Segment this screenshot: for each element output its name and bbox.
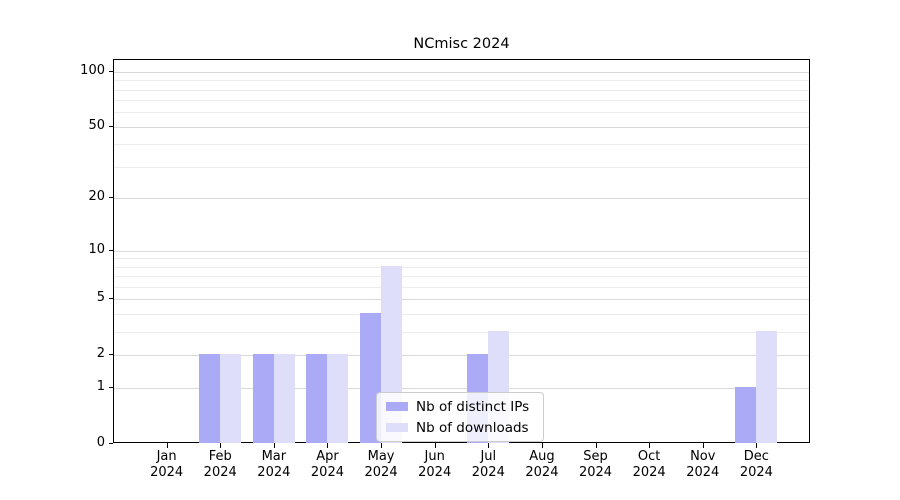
bar-distinct-ips — [360, 313, 382, 443]
x-axis-tick-label: Sep 2024 — [578, 449, 613, 480]
bar-downloads — [220, 354, 242, 443]
legend-item-downloads: Nb of downloads — [386, 419, 534, 436]
bar-distinct-ips — [199, 354, 221, 443]
gridline-minor — [114, 287, 809, 289]
gridline-minor — [114, 258, 809, 260]
legend-swatch-distinct-ips — [386, 402, 408, 411]
legend-label: Nb of downloads — [416, 419, 529, 436]
y-axis-tick-label: 2 — [96, 346, 105, 362]
gridline-minor — [114, 112, 809, 114]
legend-swatch-downloads — [386, 423, 408, 432]
gridline-minor — [114, 266, 809, 268]
y-axis-tick-label: 10 — [88, 241, 105, 257]
y-axis-tick — [109, 387, 113, 389]
x-axis-tick-label: Aug 2024 — [525, 449, 559, 480]
y-axis-tick — [109, 443, 113, 444]
gridline-major — [114, 198, 809, 200]
x-axis-tick — [327, 443, 329, 448]
bar-distinct-ips — [735, 387, 757, 443]
x-axis-tick — [434, 443, 436, 448]
x-axis-tick — [166, 443, 168, 448]
x-axis-tick — [702, 443, 704, 448]
gridline-minor — [114, 100, 809, 102]
y-axis-tick — [109, 197, 113, 199]
gridline-minor — [114, 332, 809, 334]
bar-downloads — [327, 354, 349, 443]
y-axis-tick-label: 1 — [96, 379, 105, 395]
gridline-major — [114, 388, 809, 390]
x-axis-tick — [273, 443, 275, 448]
bar-distinct-ips — [252, 354, 274, 443]
x-axis-tick — [488, 443, 490, 448]
legend-label: Nb of distinct IPs — [416, 398, 530, 415]
x-axis-tick-label: Mar 2024 — [257, 449, 291, 480]
y-axis-tick — [109, 298, 113, 300]
bar-downloads — [273, 354, 295, 443]
y-axis-tick — [109, 70, 113, 72]
gridline-major — [114, 250, 809, 252]
x-axis-tick-label: Nov 2024 — [686, 449, 720, 480]
y-axis-tick — [109, 125, 113, 127]
x-axis-tick-label: Apr 2024 — [310, 449, 344, 480]
gridline-minor — [114, 144, 809, 146]
bar-downloads — [756, 331, 778, 443]
y-axis-tick-label: 20 — [88, 189, 105, 205]
plot-area — [113, 59, 810, 443]
x-axis-tick-label: May 2024 — [364, 449, 398, 480]
x-axis-tick — [756, 443, 758, 448]
x-axis-tick — [220, 443, 222, 448]
y-axis-tick-label: 50 — [88, 117, 105, 133]
x-axis-tick-label: Oct 2024 — [632, 449, 666, 480]
gridline-major — [114, 355, 809, 357]
gridline-minor — [114, 80, 809, 82]
legend: Nb of distinct IPs Nb of downloads — [376, 392, 544, 442]
gridline-minor — [114, 314, 809, 316]
x-axis-tick-label: Jul 2024 — [471, 449, 505, 480]
y-axis-tick — [109, 249, 113, 251]
y-axis-tick — [109, 354, 113, 356]
x-axis-tick — [595, 443, 597, 448]
gridline-major — [114, 126, 809, 128]
x-axis-tick-label: Dec 2024 — [739, 449, 773, 480]
gridline-major — [114, 71, 809, 73]
x-axis-tick — [381, 443, 383, 448]
gridline-minor — [114, 89, 809, 91]
gridline-major — [114, 299, 809, 301]
y-axis-tick-label: 0 — [96, 435, 105, 450]
x-axis-tick — [649, 443, 651, 448]
x-axis-tick-label: Jun 2024 — [418, 449, 452, 480]
x-axis-tick — [541, 443, 543, 448]
bar-distinct-ips — [306, 354, 328, 443]
legend-item-distinct-ips: Nb of distinct IPs — [386, 398, 534, 415]
chart-title: NCmisc 2024 — [413, 36, 510, 52]
gridline-minor — [114, 276, 809, 278]
x-axis-tick-label: Jan 2024 — [150, 449, 184, 480]
x-axis-tick-label: Feb 2024 — [203, 449, 237, 480]
y-axis-tick-label: 5 — [96, 290, 105, 306]
y-axis-tick-label: 100 — [80, 62, 105, 78]
gridline-minor — [114, 166, 809, 168]
